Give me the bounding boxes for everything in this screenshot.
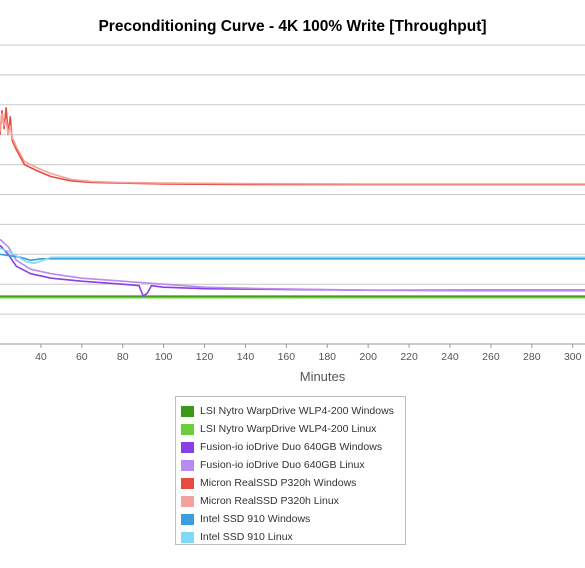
legend-swatch — [181, 495, 194, 507]
series-line-4 — [0, 107, 585, 186]
x-tick-label: 200 — [359, 351, 377, 363]
legend-label: LSI Nytro WarpDrive WLP4-200 Linux — [200, 423, 377, 435]
legend-label: Micron RealSSD P320h Linux — [200, 495, 339, 507]
legend-item: Fusion-io ioDrive Duo 640GB Linux — [176, 456, 405, 474]
x-tick-label: 240 — [441, 351, 459, 363]
x-tick-label: 160 — [278, 351, 296, 363]
x-tick-label: 220 — [400, 351, 418, 363]
legend-swatch — [181, 531, 194, 543]
legend-label: Intel SSD 910 Windows — [200, 513, 311, 525]
x-tick-label: 260 — [482, 351, 500, 363]
legend-item: Fusion-io ioDrive Duo 640GB Windows — [176, 438, 405, 456]
x-tick-label: 140 — [237, 351, 255, 363]
legend-item: Micron RealSSD P320h Linux — [176, 492, 405, 510]
legend-label: Fusion-io ioDrive Duo 640GB Windows — [200, 441, 383, 453]
chart-legend: LSI Nytro WarpDrive WLP4-200 Windows LSI … — [175, 396, 406, 545]
legend-swatch — [181, 513, 194, 525]
legend-label: Fusion-io ioDrive Duo 640GB Linux — [200, 459, 365, 471]
series-line-5 — [0, 113, 585, 185]
legend-swatch — [181, 459, 194, 471]
x-tick-label: 40 — [35, 351, 47, 363]
legend-swatch — [181, 423, 194, 435]
legend-label: Intel SSD 910 Linux — [200, 531, 293, 543]
legend-item: Intel SSD 910 Windows — [176, 510, 405, 528]
x-axis-label: Minutes — [299, 369, 346, 384]
legend-swatch — [181, 477, 194, 489]
x-tick-label: 300 — [564, 351, 582, 363]
legend-item: Micron RealSSD P320h Windows — [176, 474, 405, 492]
chart-title: Preconditioning Curve - 4K 100% Write [T… — [98, 18, 487, 35]
x-tick-label: 80 — [117, 351, 129, 363]
x-tick-label: 120 — [196, 351, 214, 363]
legend-swatch — [181, 405, 194, 417]
legend-item: LSI Nytro WarpDrive WLP4-200 Windows — [176, 402, 405, 420]
x-tick-label: 280 — [523, 351, 541, 363]
legend-label: Micron RealSSD P320h Windows — [200, 477, 357, 489]
series-line-7 — [0, 247, 585, 265]
legend-item: LSI Nytro WarpDrive WLP4-200 Linux — [176, 420, 405, 438]
series-line-3 — [0, 238, 585, 292]
x-tick-label: 60 — [76, 351, 88, 363]
legend-item: Intel SSD 910 Linux — [176, 528, 405, 546]
legend-swatch — [181, 441, 194, 453]
x-tick-label: 100 — [155, 351, 173, 363]
legend-label: LSI Nytro WarpDrive WLP4-200 Windows — [200, 405, 394, 417]
x-tick-label: 180 — [319, 351, 337, 363]
